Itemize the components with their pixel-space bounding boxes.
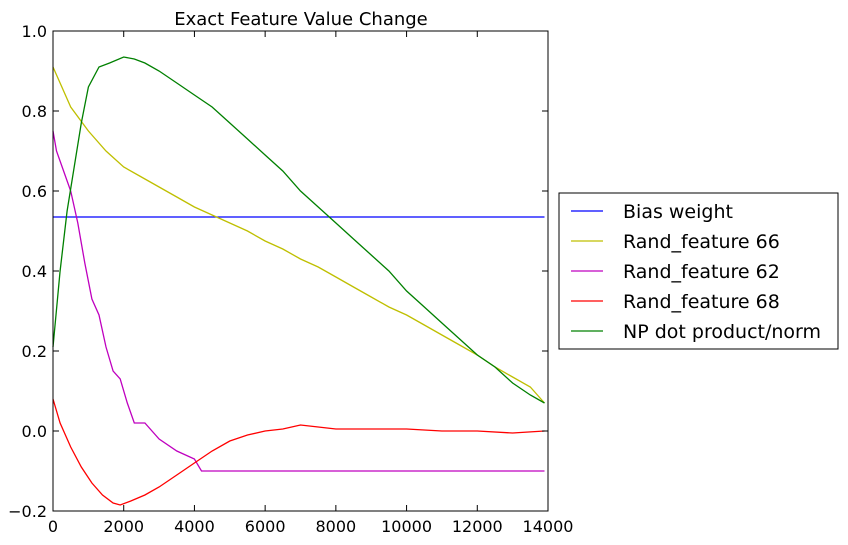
chart-title: Exact Feature Value Change bbox=[174, 9, 428, 30]
y-tick-label: 0.0 bbox=[22, 422, 47, 441]
x-tick-label: 8000 bbox=[315, 517, 356, 536]
series-line-3 bbox=[52, 398, 545, 506]
x-tick-label: 0 bbox=[48, 517, 58, 536]
plot-frame bbox=[52, 30, 549, 512]
legend-label-4: NP dot product/norm bbox=[623, 321, 821, 343]
legend-label-2: Rand_feature 62 bbox=[623, 261, 780, 283]
x-tick-label: 12000 bbox=[452, 517, 503, 536]
legend-box bbox=[558, 192, 839, 350]
y-tick-label: −0.2 bbox=[8, 502, 47, 521]
x-tick-label: 10000 bbox=[381, 517, 432, 536]
y-tick-label: 0.6 bbox=[22, 182, 47, 201]
series-line-4 bbox=[52, 56, 545, 404]
legend-label-1: Rand_feature 66 bbox=[623, 231, 780, 253]
series-line-2 bbox=[52, 130, 545, 472]
y-tick-label: 1.0 bbox=[22, 22, 47, 41]
x-tick-label: 14000 bbox=[523, 517, 574, 536]
legend: Bias weight Rand_feature 66 Rand_feature 6… bbox=[558, 192, 839, 350]
y-tick-label: 0.8 bbox=[22, 102, 47, 121]
series-line-1 bbox=[52, 66, 545, 404]
series-layer bbox=[52, 56, 545, 506]
x-tick-label: 2000 bbox=[103, 517, 144, 536]
x-tick-label: 4000 bbox=[174, 517, 215, 536]
y-tick-label: 0.2 bbox=[22, 342, 47, 361]
legend-label-0: Bias weight bbox=[623, 201, 733, 223]
legend-label-3: Rand_feature 68 bbox=[623, 291, 780, 313]
ticks-layer: 0 2000 4000 6000 8000 10000 12000 14000 −0.2 0.0 0… bbox=[8, 22, 573, 536]
y-tick-label: 0.4 bbox=[22, 262, 47, 281]
x-tick-label: 6000 bbox=[245, 517, 286, 536]
